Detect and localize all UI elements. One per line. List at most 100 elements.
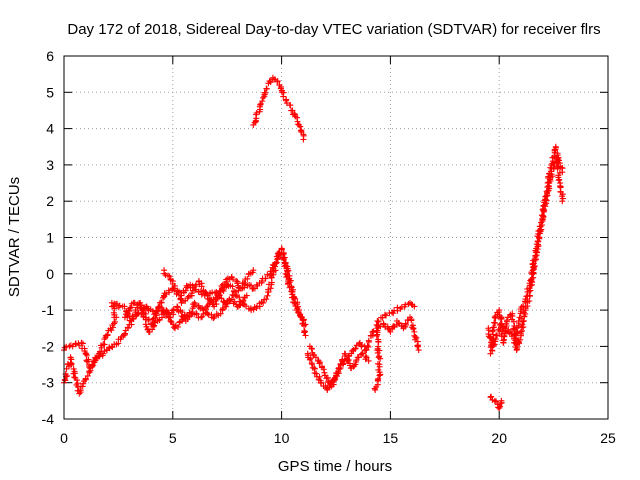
data-point — [313, 370, 320, 377]
y-tick-label: 0 — [46, 266, 54, 282]
data-point — [261, 89, 268, 96]
data-point — [510, 318, 517, 325]
data-point — [204, 291, 211, 298]
data-point — [374, 360, 381, 367]
data-point — [171, 325, 178, 332]
data-point — [218, 283, 225, 290]
data-point — [410, 325, 417, 332]
data-point — [337, 361, 344, 368]
data-point — [414, 342, 421, 349]
data-point — [213, 301, 220, 308]
data-point — [365, 337, 372, 344]
data-point — [411, 303, 418, 310]
data-point — [176, 319, 183, 326]
data-point — [297, 123, 304, 130]
data-point — [387, 328, 394, 335]
data-point — [268, 268, 275, 275]
y-tick-label: 5 — [46, 84, 54, 100]
data-point — [236, 294, 243, 301]
data-point — [309, 361, 316, 368]
data-point — [489, 343, 496, 350]
data-point — [153, 308, 160, 315]
data-point — [320, 366, 327, 373]
data-point — [381, 311, 388, 318]
data-point — [206, 297, 213, 304]
data-point — [390, 310, 397, 317]
data-point — [282, 259, 289, 266]
data-point — [92, 354, 99, 361]
data-point — [301, 328, 308, 335]
data-point — [264, 292, 271, 299]
data-point — [62, 377, 69, 384]
data-point — [375, 375, 382, 382]
data-point — [250, 267, 257, 274]
y-tick-label: 4 — [46, 121, 54, 137]
data-point — [175, 323, 182, 330]
y-tick-label: -2 — [42, 338, 55, 354]
data-point — [203, 304, 210, 311]
data-point — [67, 361, 74, 368]
data-point — [536, 234, 543, 241]
data-point — [349, 347, 356, 354]
data-point — [543, 188, 550, 195]
data-point — [127, 304, 134, 311]
data-point — [237, 301, 244, 308]
data-point — [286, 279, 293, 286]
data-point — [174, 304, 181, 311]
data-point — [243, 292, 250, 299]
y-axis-label: SDTVAR / TECUs — [6, 177, 23, 297]
data-point — [111, 318, 118, 325]
x-tick-labels: 0 5 10 15 20 25 — [60, 430, 616, 446]
data-point — [517, 336, 524, 343]
data-point — [193, 310, 200, 317]
data-point — [316, 373, 323, 380]
data-point — [76, 390, 83, 397]
data-point — [359, 350, 366, 357]
data-point — [490, 324, 497, 331]
data-point — [274, 78, 281, 85]
data-point — [375, 366, 382, 373]
data-point — [414, 343, 421, 350]
data-point — [541, 207, 548, 214]
grid-lines — [63, 55, 609, 420]
data-point — [526, 297, 533, 304]
data-point — [192, 301, 199, 308]
data-point — [300, 136, 307, 143]
plot-frame — [63, 55, 609, 420]
data-point — [297, 127, 304, 134]
data-point — [238, 285, 245, 292]
data-point — [532, 256, 539, 263]
data-point — [489, 335, 496, 342]
data-point — [513, 334, 520, 341]
data-point — [512, 337, 519, 344]
data-point — [193, 311, 200, 318]
data-point — [503, 317, 510, 324]
data-point — [382, 312, 389, 319]
data-point — [375, 354, 382, 361]
data-point — [214, 295, 221, 302]
data-point — [121, 303, 128, 310]
data-point — [538, 226, 545, 233]
data-point — [335, 368, 342, 375]
data-point — [301, 329, 308, 336]
data-point — [84, 358, 91, 365]
data-point — [210, 315, 217, 322]
data-point — [402, 320, 409, 327]
data-point — [260, 299, 267, 306]
x-tick-label: 0 — [60, 430, 68, 446]
data-point — [223, 301, 230, 308]
data-point — [500, 339, 507, 346]
data-point — [186, 314, 193, 321]
data-point — [374, 317, 381, 324]
data-point — [266, 78, 273, 85]
data-point — [531, 263, 538, 270]
y-tick-label: -4 — [42, 411, 55, 427]
data-point — [365, 357, 372, 364]
data-point — [300, 317, 307, 324]
data-point — [79, 340, 86, 347]
data-point — [291, 294, 298, 301]
data-point — [267, 285, 274, 292]
data-point — [375, 318, 382, 325]
data-point — [116, 302, 123, 309]
data-point — [229, 276, 236, 283]
